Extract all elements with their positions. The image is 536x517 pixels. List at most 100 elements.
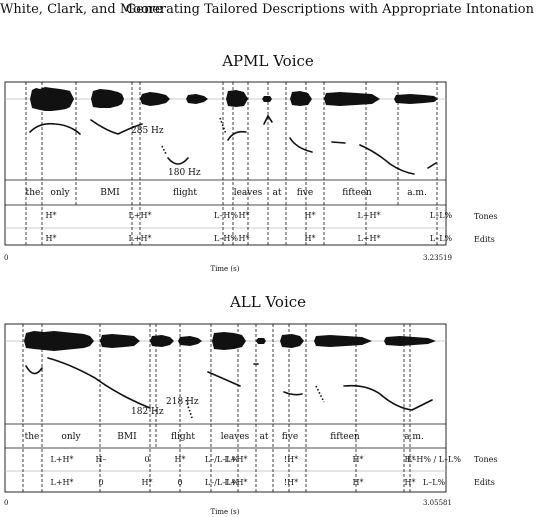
tone-label: H– (96, 455, 107, 464)
pitch-label-max: 218 Hz (166, 397, 199, 407)
pitch-contour (263, 114, 273, 125)
waveform-segment (314, 335, 372, 347)
time-end: 3.05581 (423, 499, 452, 507)
running-header-authors: White, Clark, and Moore (0, 2, 163, 17)
edit-label: L+H* (51, 478, 74, 487)
word-label: only (50, 188, 70, 198)
edit-label: H* (239, 234, 250, 243)
waveform-segment (262, 96, 272, 102)
edit-label: H* (142, 478, 153, 487)
word-label: five (297, 188, 313, 198)
word-label: leaves (234, 188, 263, 198)
waveform-segment (24, 331, 94, 351)
edit-label: !H* (284, 478, 298, 487)
tone-label: !H* (284, 455, 298, 464)
tone-label: H* (46, 211, 57, 220)
edit-tier-apml: H* L+H* L–H% H* H* L+H* L–L% (46, 234, 453, 243)
tone-label: L–H% (214, 211, 238, 220)
waveform-segment (150, 335, 174, 347)
pitch-label-min: 182 Hz (131, 407, 164, 417)
waveform-segment (280, 334, 304, 348)
tone-label: L+H* (358, 211, 381, 220)
tone-label: H* (353, 455, 364, 464)
tone-label: L–H% / L–L% (407, 455, 461, 464)
word-tier-apml: the only BMI flight leaves at five fifte… (26, 188, 427, 198)
pitch-contour (289, 137, 313, 153)
waveform-segment (324, 92, 380, 106)
waveform-segment (212, 332, 246, 350)
word-label: the (25, 432, 40, 442)
edit-label: L–H% (214, 234, 238, 243)
edit-label: L–L% (423, 478, 446, 487)
time-axis-label: Time (s) (211, 508, 240, 516)
word-label: leaves (221, 432, 250, 442)
boundaries-apml (25, 82, 438, 245)
word-label: BMI (100, 188, 120, 198)
tone-label: L+H* (51, 455, 74, 464)
pitch-track-all (25, 357, 433, 419)
word-label: only (61, 432, 81, 442)
tier-name-tones: Tones (474, 455, 498, 464)
tone-label: H* (175, 455, 186, 464)
word-label: at (273, 188, 282, 198)
waveform-segment (226, 90, 248, 107)
word-label: a.m. (407, 188, 427, 198)
tone-label: L–/L–L% (205, 455, 240, 464)
time-start: 0 (4, 254, 8, 262)
pitch-contour (227, 130, 247, 141)
tier-name-edits: Edits (474, 478, 495, 487)
pitch-track-apml (29, 114, 437, 175)
edit-label: H* (353, 478, 364, 487)
edit-label: L+H* (129, 234, 152, 243)
waveform-all (24, 331, 436, 351)
pitch-contour-dotted (161, 145, 167, 155)
waveform-segment (91, 89, 124, 108)
time-end: 3.23519 (423, 254, 452, 262)
waveform-segment (256, 338, 266, 344)
word-label: fifteen (330, 432, 360, 442)
word-label: a.m. (404, 432, 424, 442)
word-label: fifteen (342, 188, 372, 198)
running-header-title: Generating Tailored Descriptions with Ap… (125, 2, 534, 17)
tone-label: H* (239, 211, 250, 220)
waveform-segment (100, 334, 140, 348)
figure-apml-frame (4, 81, 447, 246)
pitch-contour (25, 365, 43, 375)
edit-label: 0 (98, 478, 103, 487)
edit-label: L+H* (225, 478, 248, 487)
pitch-contour (427, 162, 437, 169)
tier-name-tones: Tones (474, 212, 498, 221)
figure-all: 218 Hz 182 Hz the only BMI flight leaves (4, 323, 498, 516)
tone-tier-apml: H* L+H* L–H% H* H* L+H* L–L% (46, 211, 453, 220)
word-label: at (260, 432, 269, 442)
tone-label: L–L% (430, 211, 453, 220)
word-label: the (26, 188, 41, 198)
pitch-label-max: 285 Hz (131, 126, 164, 136)
tier-name-edits: Edits (474, 235, 495, 244)
edit-label: L–/L–L% (205, 478, 240, 487)
word-label: flight (171, 432, 195, 442)
waveform-segment (30, 87, 74, 111)
pitch-contour (207, 371, 241, 387)
time-axis-label: Time (s) (211, 265, 240, 273)
edit-label: H* (405, 478, 416, 487)
tone-label: H* (305, 211, 316, 220)
pitch-label-min: 180 Hz (168, 168, 201, 178)
edit-tier-all: L+H* 0 H* 0 L–/L–L% L+H* !H* H* H* L–L% (51, 478, 446, 487)
edit-label: L+H* (358, 234, 381, 243)
pitch-contour (359, 144, 415, 175)
edit-label: H* (46, 234, 57, 243)
tone-label: L+H* (129, 211, 152, 220)
figure-apml: 285 Hz 180 Hz the only BMI flight (4, 81, 498, 273)
pitch-contour (167, 157, 189, 165)
tone-label: 0 (144, 455, 149, 464)
pitch-contour-dotted (315, 385, 325, 403)
word-tier-all: the only BMI flight leaves at five fifte… (25, 432, 424, 442)
boundaries-all (22, 324, 411, 492)
word-label: BMI (117, 432, 137, 442)
figure-all-frame (4, 323, 447, 493)
waveform-segment (394, 94, 438, 104)
waveform-segment (178, 336, 202, 346)
waveform-segment (186, 94, 208, 104)
edit-label: H* (305, 234, 316, 243)
